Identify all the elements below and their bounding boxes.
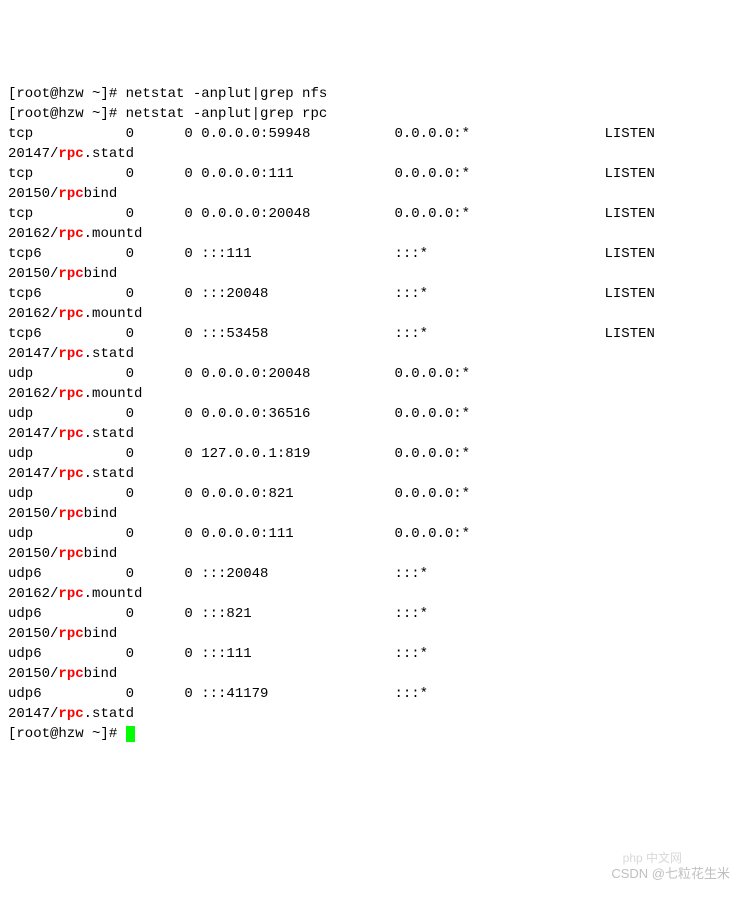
netstat-row-prog: 20150/rpcbind bbox=[8, 184, 740, 204]
watermark-text: CSDN @七粒花生米 bbox=[611, 864, 730, 884]
netstat-row: udp 0 0 0.0.0.0:36516 0.0.0.0:* bbox=[8, 404, 740, 424]
netstat-row-prog: 20162/rpc.mountd bbox=[8, 384, 740, 404]
terminal-output: [root@hzw ~]# netstat -anplut|grep nfs[r… bbox=[8, 84, 740, 744]
netstat-row-prog: 20150/rpcbind bbox=[8, 624, 740, 644]
grep-match: rpc bbox=[58, 546, 83, 562]
netstat-row-prog: 20147/rpc.statd bbox=[8, 464, 740, 484]
prompt-line: [root@hzw ~]# netstat -anplut|grep nfs bbox=[8, 84, 740, 104]
grep-match: rpc bbox=[58, 466, 83, 482]
netstat-row-prog: 20147/rpc.statd bbox=[8, 344, 740, 364]
netstat-row-prog: 20147/rpc.statd bbox=[8, 704, 740, 724]
netstat-row-prog: 20162/rpc.mountd bbox=[8, 584, 740, 604]
grep-match: rpc bbox=[58, 426, 83, 442]
netstat-row: udp 0 0 0.0.0.0:821 0.0.0.0:* bbox=[8, 484, 740, 504]
netstat-row-prog: 20150/rpcbind bbox=[8, 544, 740, 564]
netstat-row: tcp6 0 0 :::53458 :::* LISTEN bbox=[8, 324, 740, 344]
grep-match: rpc bbox=[58, 666, 83, 682]
netstat-row-prog: 20162/rpc.mountd bbox=[8, 224, 740, 244]
netstat-row: udp 0 0 127.0.0.1:819 0.0.0.0:* bbox=[8, 444, 740, 464]
netstat-row: udp6 0 0 :::821 :::* bbox=[8, 604, 740, 624]
grep-match: rpc bbox=[58, 626, 83, 642]
netstat-row: udp 0 0 0.0.0.0:20048 0.0.0.0:* bbox=[8, 364, 740, 384]
grep-match: rpc bbox=[58, 706, 83, 722]
netstat-row: tcp 0 0 0.0.0.0:111 0.0.0.0:* LISTEN bbox=[8, 164, 740, 184]
netstat-row: tcp 0 0 0.0.0.0:20048 0.0.0.0:* LISTEN bbox=[8, 204, 740, 224]
netstat-row: udp6 0 0 :::20048 :::* bbox=[8, 564, 740, 584]
grep-match: rpc bbox=[58, 306, 83, 322]
watermark-logo: php 中文网 bbox=[623, 848, 682, 868]
netstat-row-prog: 20150/rpcbind bbox=[8, 264, 740, 284]
netstat-row: udp 0 0 0.0.0.0:111 0.0.0.0:* bbox=[8, 524, 740, 544]
netstat-row: tcp6 0 0 :::111 :::* LISTEN bbox=[8, 244, 740, 264]
netstat-row: udp6 0 0 :::111 :::* bbox=[8, 644, 740, 664]
netstat-row: udp6 0 0 :::41179 :::* bbox=[8, 684, 740, 704]
prompt-line: [root@hzw ~]# bbox=[8, 724, 740, 744]
prompt-line: [root@hzw ~]# netstat -anplut|grep rpc bbox=[8, 104, 740, 124]
netstat-row-prog: 20150/rpcbind bbox=[8, 664, 740, 684]
grep-match: rpc bbox=[58, 146, 83, 162]
netstat-row: tcp6 0 0 :::20048 :::* LISTEN bbox=[8, 284, 740, 304]
netstat-row: tcp 0 0 0.0.0.0:59948 0.0.0.0:* LISTEN bbox=[8, 124, 740, 144]
netstat-row-prog: 20150/rpcbind bbox=[8, 504, 740, 524]
cursor bbox=[126, 726, 135, 742]
grep-match: rpc bbox=[58, 346, 83, 362]
netstat-row-prog: 20147/rpc.statd bbox=[8, 144, 740, 164]
grep-match: rpc bbox=[58, 586, 83, 602]
netstat-row-prog: 20147/rpc.statd bbox=[8, 424, 740, 444]
grep-match: rpc bbox=[58, 266, 83, 282]
grep-match: rpc bbox=[58, 226, 83, 242]
grep-match: rpc bbox=[58, 186, 83, 202]
netstat-row-prog: 20162/rpc.mountd bbox=[8, 304, 740, 324]
grep-match: rpc bbox=[58, 386, 83, 402]
grep-match: rpc bbox=[58, 506, 83, 522]
